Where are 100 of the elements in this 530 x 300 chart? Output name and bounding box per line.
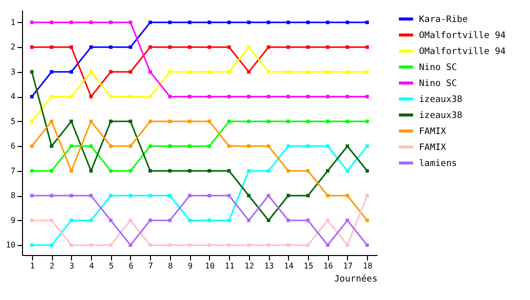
point (346, 144, 350, 148)
x-tick-label: 11 (224, 262, 235, 270)
point (109, 169, 112, 173)
point (70, 194, 74, 198)
point (266, 144, 270, 148)
x-tick-label: 4 (89, 262, 94, 270)
point (109, 70, 112, 74)
point (306, 70, 310, 74)
point (188, 243, 192, 247)
point (168, 243, 172, 247)
point (168, 45, 172, 49)
point (89, 218, 93, 222)
point (128, 169, 132, 173)
point (70, 94, 74, 98)
point (50, 70, 54, 74)
x-axis-title: Journées (334, 274, 378, 284)
point (30, 70, 34, 74)
point (266, 218, 270, 222)
point (128, 20, 132, 24)
point (208, 120, 212, 124)
legend-label: izeaux38 (419, 111, 462, 121)
point (70, 144, 74, 148)
point (188, 120, 192, 124)
point (109, 20, 112, 24)
point (50, 218, 54, 222)
point (50, 144, 54, 148)
point (89, 194, 93, 198)
point (89, 120, 93, 124)
point (306, 169, 310, 173)
point (89, 70, 93, 74)
point (227, 20, 231, 24)
point (30, 20, 34, 24)
point (365, 194, 369, 198)
point (227, 70, 231, 74)
point (365, 218, 369, 222)
point (326, 218, 330, 222)
point (306, 20, 310, 24)
point (89, 94, 93, 98)
legend-label: Nino SC (419, 79, 457, 89)
point (266, 243, 270, 247)
point (109, 243, 112, 247)
point (247, 20, 251, 24)
point (30, 45, 34, 49)
point (346, 120, 350, 124)
point (89, 45, 93, 49)
point (306, 144, 310, 148)
point (128, 144, 132, 148)
y-tick-label: 1 (10, 18, 16, 27)
x-tick-label: 15 (304, 262, 314, 270)
point (188, 194, 192, 198)
point (50, 243, 54, 247)
x-tick-label: 16 (323, 262, 334, 270)
point (306, 243, 310, 247)
point (247, 144, 251, 148)
point (50, 120, 54, 124)
point (89, 243, 93, 247)
point (365, 169, 369, 173)
x-tick-label: 6 (128, 262, 134, 270)
point (128, 243, 132, 247)
point (148, 70, 152, 74)
point (227, 45, 231, 49)
point (89, 169, 93, 173)
x-tick-label: 1 (30, 262, 35, 270)
point (128, 218, 132, 222)
legend-label: izeaux38 (419, 95, 462, 105)
point (168, 70, 172, 74)
point (286, 120, 290, 124)
y-tick-label: 4 (10, 92, 16, 102)
point (208, 45, 212, 49)
point (306, 194, 310, 198)
point (70, 20, 74, 24)
point (227, 194, 231, 198)
point (89, 144, 93, 148)
point (70, 218, 74, 222)
point (208, 243, 212, 247)
point (365, 45, 369, 49)
point (227, 243, 231, 247)
point (168, 20, 172, 24)
point (109, 218, 112, 222)
point (266, 45, 270, 49)
point (346, 70, 350, 74)
point (128, 120, 132, 124)
point (326, 144, 330, 148)
point (148, 45, 152, 49)
point (208, 169, 212, 173)
point (247, 120, 251, 124)
point (286, 194, 290, 198)
x-tick-label: 14 (284, 262, 294, 270)
point (30, 169, 34, 173)
point (148, 94, 152, 98)
point (247, 194, 251, 198)
legend-label: Kara-Ribe (419, 15, 468, 25)
point (70, 169, 74, 173)
point (70, 243, 74, 247)
point (30, 144, 34, 148)
legend-label: lamiens (419, 159, 457, 169)
point (326, 20, 330, 24)
point (247, 70, 251, 74)
legend-label: Nino SC (419, 63, 457, 73)
point (50, 94, 54, 98)
